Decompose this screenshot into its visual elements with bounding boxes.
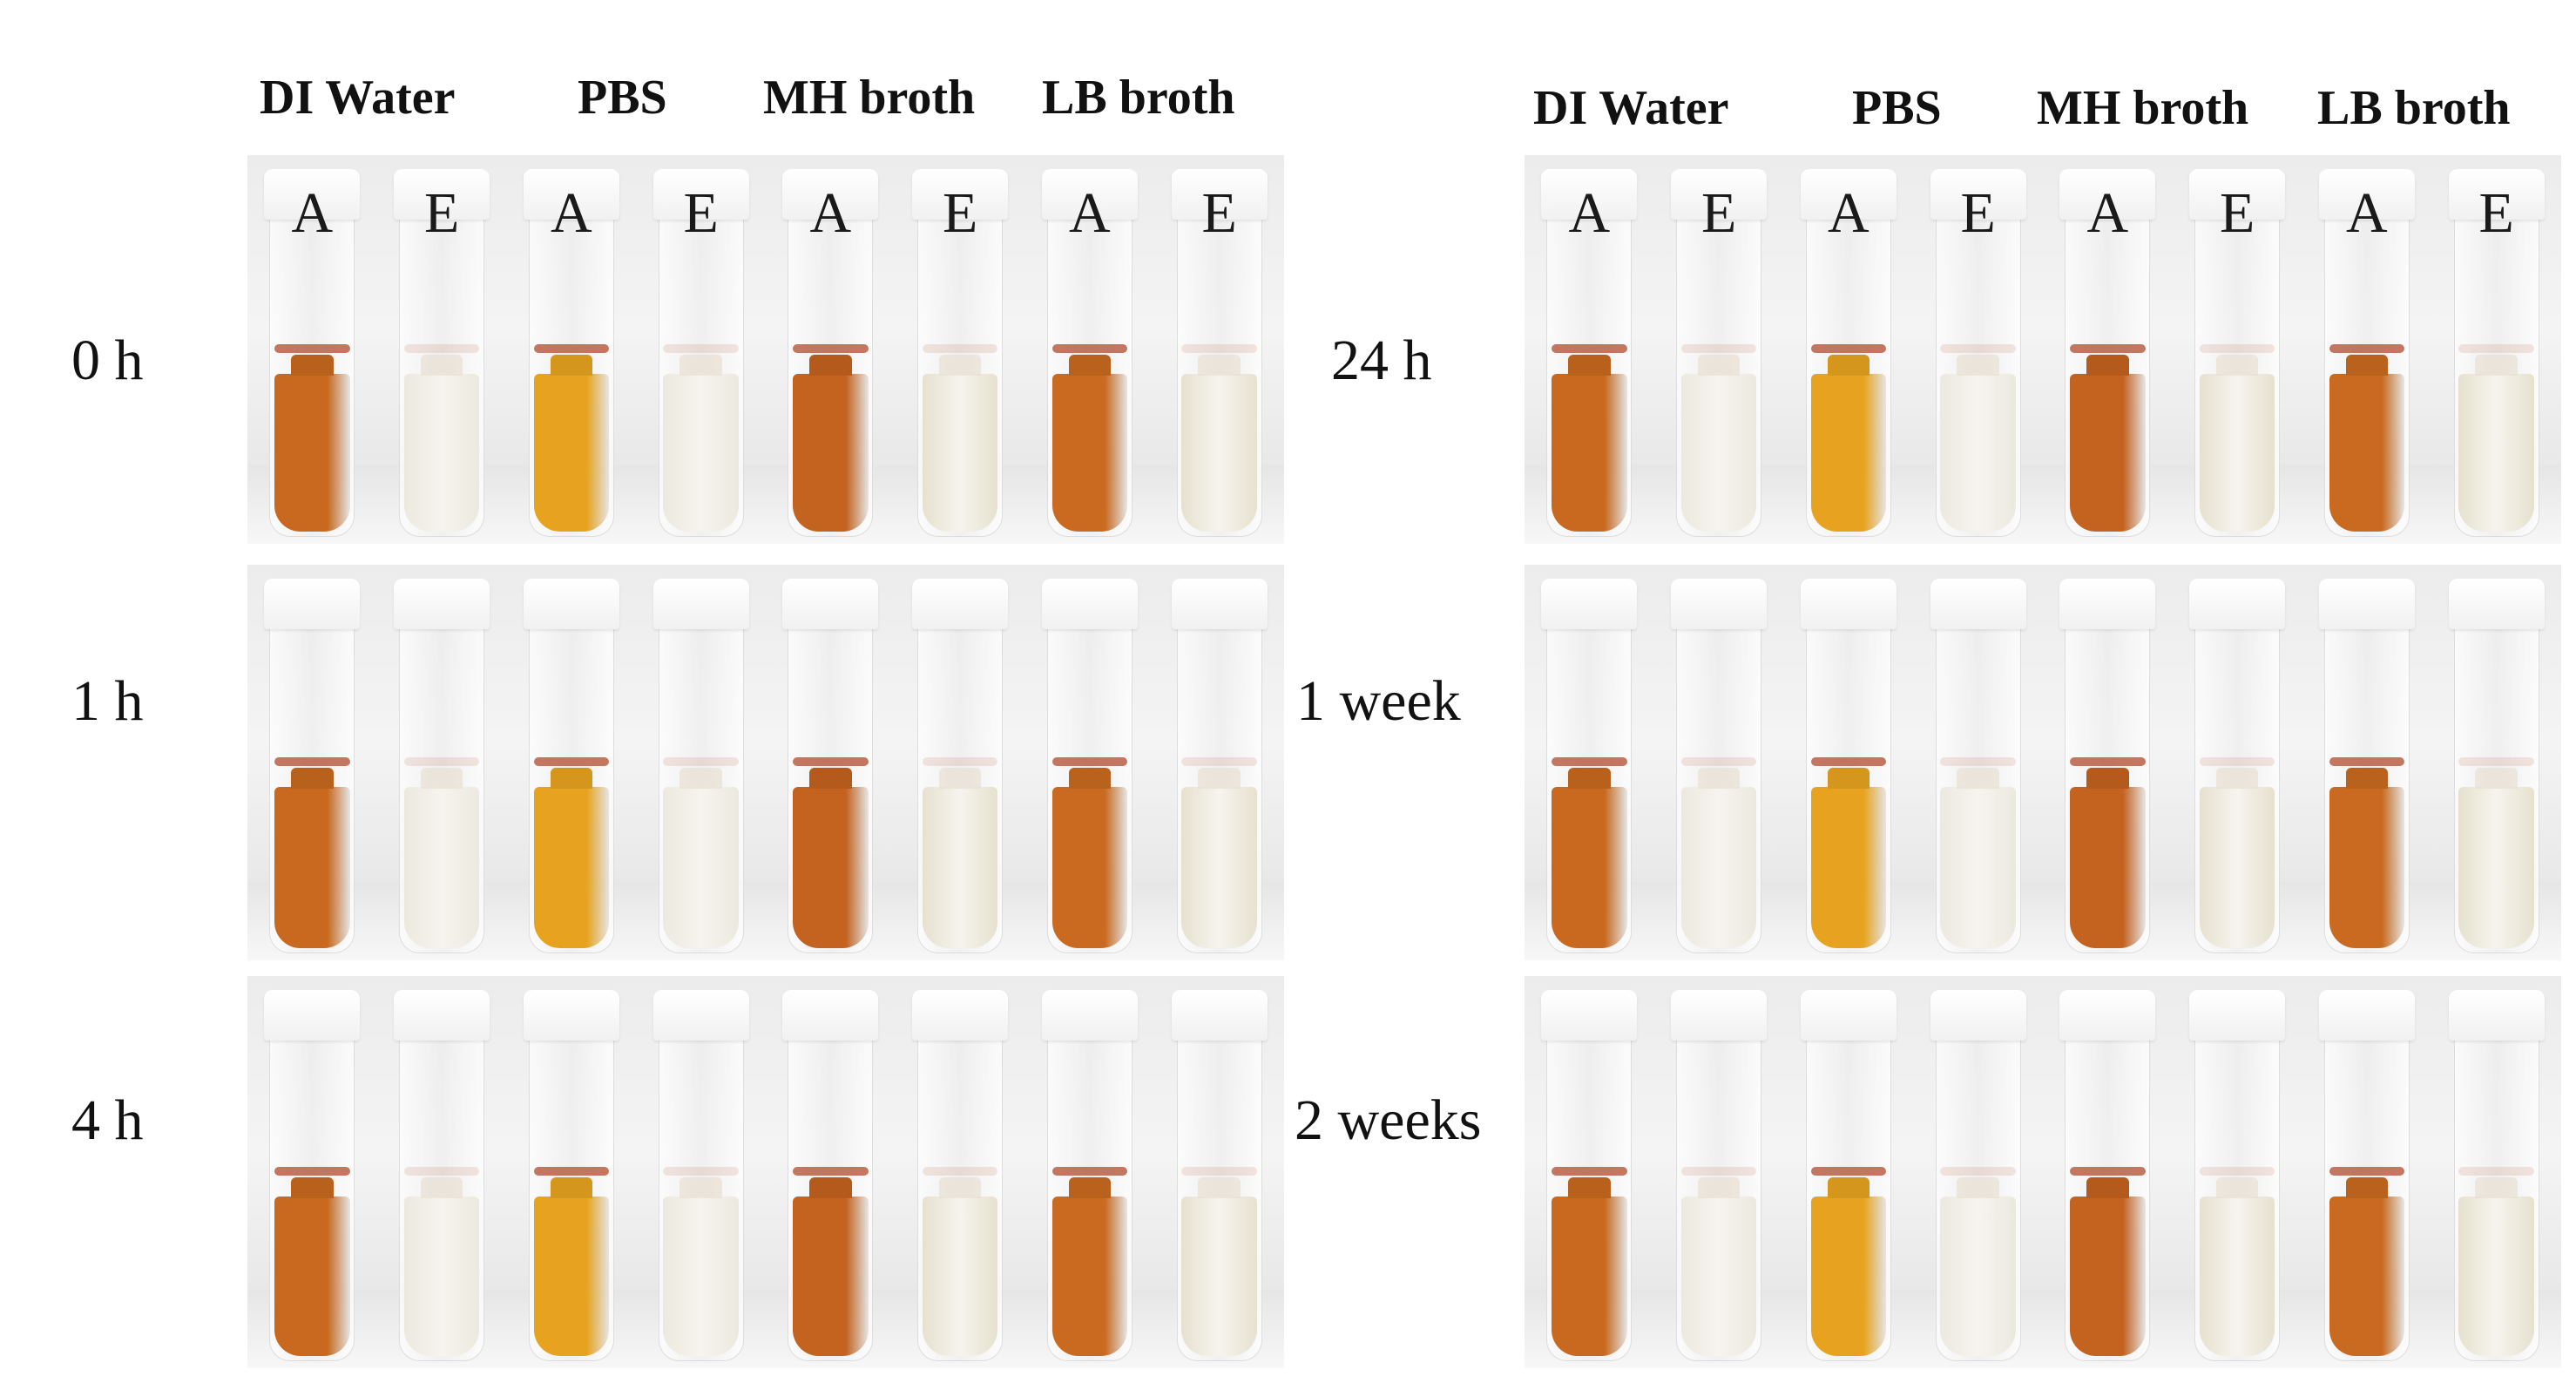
tube-lb-broth-a: A — [2318, 160, 2415, 537]
tube-di-water-e — [394, 981, 490, 1361]
tube-letter-e: E — [683, 181, 719, 245]
tube-pbs-e — [652, 981, 749, 1361]
tube-letter-e: E — [1960, 181, 1996, 245]
tube-di-water-a — [1541, 570, 1638, 953]
photo-panel-right-1week — [1525, 565, 2561, 960]
tube-mh-broth-a — [782, 981, 879, 1361]
tube-pbs-e — [1930, 570, 2026, 953]
tube-pbs-a — [1800, 981, 1897, 1361]
right-header-mh-broth: MH broth — [2037, 81, 2249, 135]
tube-mh-broth-e: E — [912, 160, 1009, 537]
tube-lb-broth-e — [2448, 570, 2545, 953]
tube-lb-broth-e — [2448, 981, 2545, 1361]
tube-di-water-e — [1671, 981, 1768, 1361]
time-label-1week: 1 week — [1296, 669, 1461, 733]
tube-lb-broth-a — [1041, 570, 1138, 953]
tube-letter-a: A — [2346, 181, 2388, 245]
tube-di-water-a: A — [264, 160, 361, 537]
photo-panel-right-2weeks — [1525, 976, 2561, 1368]
tube-pbs-e — [1930, 981, 2026, 1361]
tube-lb-broth-a — [2318, 570, 2415, 953]
tube-lb-broth-a: A — [1041, 160, 1138, 537]
tube-letter-a: A — [1069, 181, 1111, 245]
tube-pbs-a: A — [523, 160, 619, 537]
tube-mh-broth-e — [2189, 981, 2286, 1361]
tube-letter-a: A — [1568, 181, 1611, 245]
tube-pbs-e: E — [652, 160, 749, 537]
tube-di-water-a — [264, 981, 361, 1361]
tube-pbs-a — [1800, 570, 1897, 953]
tube-lb-broth-e: E — [2448, 160, 2545, 537]
left-header-lb-broth: LB broth — [1042, 71, 1235, 125]
time-label-24h: 24 h — [1331, 329, 1432, 392]
right-header-di-water: DI Water — [1533, 81, 1729, 135]
tube-di-water-e: E — [394, 160, 490, 537]
tube-lb-broth-e — [1171, 981, 1268, 1361]
tube-letter-a: A — [2086, 181, 2129, 245]
tube-mh-broth-a — [2059, 570, 2156, 953]
tube-mh-broth-e — [2189, 570, 2286, 953]
tube-letter-e: E — [423, 181, 460, 245]
tube-pbs-e — [652, 570, 749, 953]
tube-mh-broth-a — [2059, 981, 2156, 1361]
tube-di-water-a — [264, 570, 361, 953]
left-header-pbs: PBS — [578, 71, 667, 125]
photo-panel-left-1h — [247, 565, 1284, 960]
tube-mh-broth-e — [912, 981, 1009, 1361]
left-header-mh-broth: MH broth — [763, 71, 976, 125]
tube-lb-broth-e — [1171, 570, 1268, 953]
tube-di-water-a — [1541, 981, 1638, 1361]
left-header-di-water: DI Water — [260, 71, 456, 125]
tube-letter-e: E — [1201, 181, 1237, 245]
tube-letter-e: E — [2219, 181, 2255, 245]
tube-mh-broth-e: E — [2189, 160, 2286, 537]
tube-di-water-e: E — [1671, 160, 1768, 537]
tube-mh-broth-e — [912, 570, 1009, 953]
tube-letter-e: E — [1700, 181, 1737, 245]
tube-pbs-a — [523, 570, 619, 953]
tube-mh-broth-a — [782, 570, 879, 953]
tube-di-water-e — [1671, 570, 1768, 953]
tube-letter-a: A — [291, 181, 334, 245]
tube-letter-a: A — [1828, 181, 1869, 245]
tube-pbs-e: E — [1930, 160, 2026, 537]
tube-letter-e: E — [942, 181, 978, 245]
tube-pbs-a — [523, 981, 619, 1361]
tube-lb-broth-a — [2318, 981, 2415, 1361]
tube-mh-broth-a: A — [2059, 160, 2156, 537]
tube-pbs-a: A — [1800, 160, 1897, 537]
time-label-1h: 1 h — [71, 669, 144, 733]
right-header-pbs: PBS — [1852, 81, 1942, 135]
tube-di-water-e — [394, 570, 490, 953]
tube-di-water-a: A — [1541, 160, 1638, 537]
tube-letter-a: A — [551, 181, 592, 245]
time-label-4h: 4 h — [71, 1088, 144, 1152]
tube-lb-broth-a — [1041, 981, 1138, 1361]
photo-panel-left-4h — [247, 976, 1284, 1368]
time-label-2weeks: 2 weeks — [1295, 1088, 1482, 1152]
right-header-lb-broth: LB broth — [2317, 81, 2511, 135]
time-label-0h: 0 h — [71, 329, 144, 392]
tube-lb-broth-e: E — [1171, 160, 1268, 537]
tube-mh-broth-a: A — [782, 160, 879, 537]
tube-letter-a: A — [809, 181, 852, 245]
tube-letter-e: E — [2478, 181, 2514, 245]
